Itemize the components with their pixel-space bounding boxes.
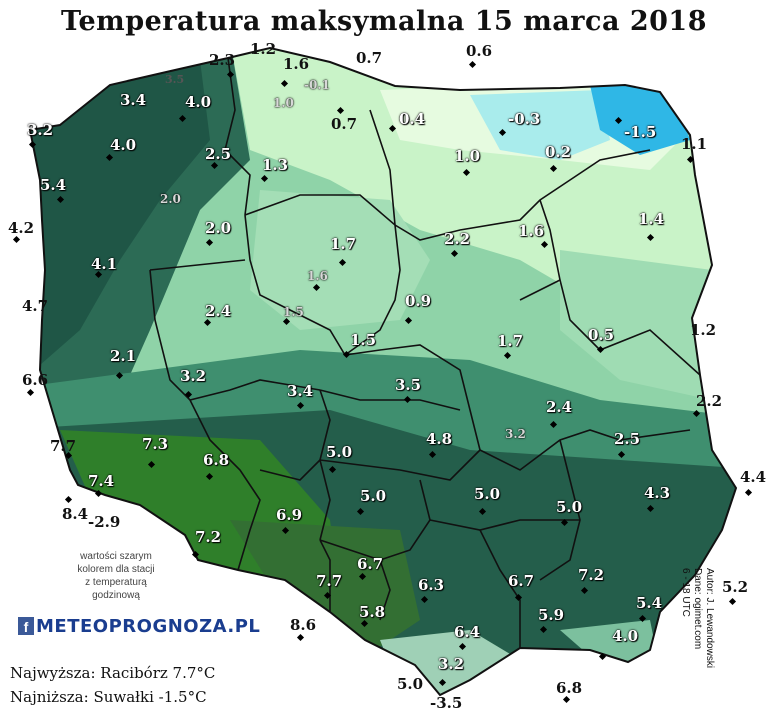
station-temperature-label: 4.0 — [612, 627, 639, 645]
station-temperature-label: 1.3 — [262, 156, 289, 174]
station-temperature-label: 4.4 — [740, 468, 767, 486]
station-temperature-label: 0.7 — [356, 49, 383, 67]
station-temperature-label: 1.6 — [283, 55, 310, 73]
station-temperature-label: 0.2 — [545, 143, 572, 161]
station-temperature-label: 0.9 — [405, 292, 432, 310]
station-temperature-label: 2.0 — [160, 192, 181, 206]
station-temperature-label: 0.4 — [399, 110, 426, 128]
meteoprognoza-logo: f METEOPROGNOZA.PL — [18, 615, 260, 637]
station-temperature-label: 5.4 — [636, 594, 663, 612]
station-temperature-label: 1.2 — [250, 40, 277, 58]
station-temperature-label: 2.5 — [205, 145, 232, 163]
station-temperature-label: 2.2 — [444, 230, 471, 248]
station-temperature-label: 3.2 — [505, 427, 526, 441]
station-temperature-label: 1.7 — [330, 235, 357, 253]
station-temperature-label: 8.6 — [290, 616, 317, 634]
station-temperature-label: 0.6 — [466, 42, 493, 60]
station-temperature-label: 1.6 — [518, 222, 545, 240]
station-temperature-label: 6.8 — [203, 451, 230, 469]
station-temperature-label: 4.7 — [22, 297, 49, 315]
station-temperature-label: 2.4 — [205, 302, 232, 320]
station-temperature-label: 4.8 — [426, 430, 453, 448]
station-temperature-label: 3.4 — [287, 382, 314, 400]
data-credit: Dane: ogimet.com — [692, 568, 703, 650]
author-credit: Autor: J. Lewandowski — [704, 568, 715, 669]
time-range-credit: 6 - 18 UTC — [680, 568, 691, 617]
station-temperature-label: 8.4 — [62, 505, 89, 523]
station-temperature-label: 6.8 — [556, 679, 583, 697]
station-temperature-label: 5.0 — [556, 498, 583, 516]
station-temperature-label: 5.9 — [538, 606, 565, 624]
station-temperature-label: 3.2 — [180, 367, 207, 385]
station-temperature-label: 1.4 — [638, 210, 665, 228]
station-temperature-label: 7.7 — [50, 437, 77, 455]
station-temperature-label: -3.5 — [430, 694, 463, 712]
station-temperature-label: 4.0 — [185, 93, 212, 111]
station-temperature-label: 5.0 — [474, 485, 501, 503]
station-temperature-label: 5.2 — [722, 578, 749, 596]
station-temperature-label: 6.7 — [508, 572, 535, 590]
station-temperature-label: -1.5 — [624, 123, 657, 141]
station-temperature-label: 2.1 — [110, 347, 137, 365]
station-temperature-label: -2.9 — [88, 513, 121, 531]
station-temperature-label: -0.3 — [508, 110, 541, 128]
brand-name: METEOPROGNOZA.PL — [36, 615, 261, 637]
station-temperature-label: 5.0 — [397, 675, 424, 693]
station-temperature-label: 3.2 — [438, 655, 465, 673]
station-temperature-label: 1.5 — [283, 305, 304, 319]
station-temperature-label: 4.0 — [110, 136, 137, 154]
station-temperature-label: 2.2 — [696, 392, 723, 410]
station-temperature-label: 0.7 — [331, 115, 358, 133]
station-temperature-label: 7.2 — [578, 566, 605, 584]
station-temperature-label: 6.3 — [418, 576, 445, 594]
station-temperature-label: 7.3 — [142, 435, 169, 453]
gray-values-note: wartości szarym kolorem dla stacji z tem… — [77, 551, 155, 601]
station-temperature-label: 4.1 — [91, 255, 118, 273]
min-temperature-text: Najniższa: Suwałki -1.5°C — [10, 688, 207, 706]
station-temperature-label: 6.4 — [454, 623, 481, 641]
station-temperature-label: 3.5 — [395, 376, 422, 394]
facebook-icon: f — [18, 617, 34, 635]
station-temperature-label: 6.9 — [276, 506, 303, 524]
station-temperature-label: 4.2 — [8, 219, 35, 237]
station-temperature-label: 1.0 — [454, 147, 481, 165]
station-temperature-label: 1.7 — [497, 332, 524, 350]
station-temperature-label: 1.1 — [681, 135, 708, 153]
station-temperature-label: 7.2 — [195, 528, 222, 546]
station-temperature-label: 2.5 — [614, 430, 641, 448]
station-temperature-label: 7.7 — [316, 572, 343, 590]
station-temperature-label: 6.6 — [22, 371, 49, 389]
station-temperature-label: 2.4 — [546, 398, 573, 416]
station-temperature-label: 1.2 — [690, 321, 717, 339]
station-temperature-label: 1.5 — [350, 331, 377, 349]
station-temperature-label: 5.8 — [359, 603, 386, 621]
credits: Autor: J. Lewandowski Dane: ogimet.com 6… — [680, 568, 715, 708]
station-temperature-label: 1.0 — [273, 96, 294, 110]
station-temperature-label: 3.5 — [165, 73, 185, 86]
station-temperature-label: 5.4 — [40, 176, 67, 194]
station-temperature-label: 1.6 — [307, 269, 328, 283]
station-temperature-label: 2.0 — [205, 219, 232, 237]
station-temperature-label: 5.0 — [326, 443, 353, 461]
max-temperature-text: Najwyższa: Racibórz 7.7°C — [10, 664, 216, 682]
station-temperature-label: 7.4 — [88, 472, 115, 490]
station-temperature-label: -0.1 — [304, 78, 330, 92]
station-temperature-label: 6.7 — [357, 555, 384, 573]
station-temperature-label: 0.5 — [588, 326, 615, 344]
station-temperature-label: 3.4 — [120, 91, 147, 109]
station-temperature-label: 4.3 — [644, 484, 671, 502]
station-temperature-label: 3.2 — [27, 121, 54, 139]
station-temperature-label: 2.3 — [209, 51, 236, 69]
map-title: Temperatura maksymalna 15 marca 2018 — [61, 6, 707, 37]
station-temperature-label: 5.0 — [360, 487, 387, 505]
